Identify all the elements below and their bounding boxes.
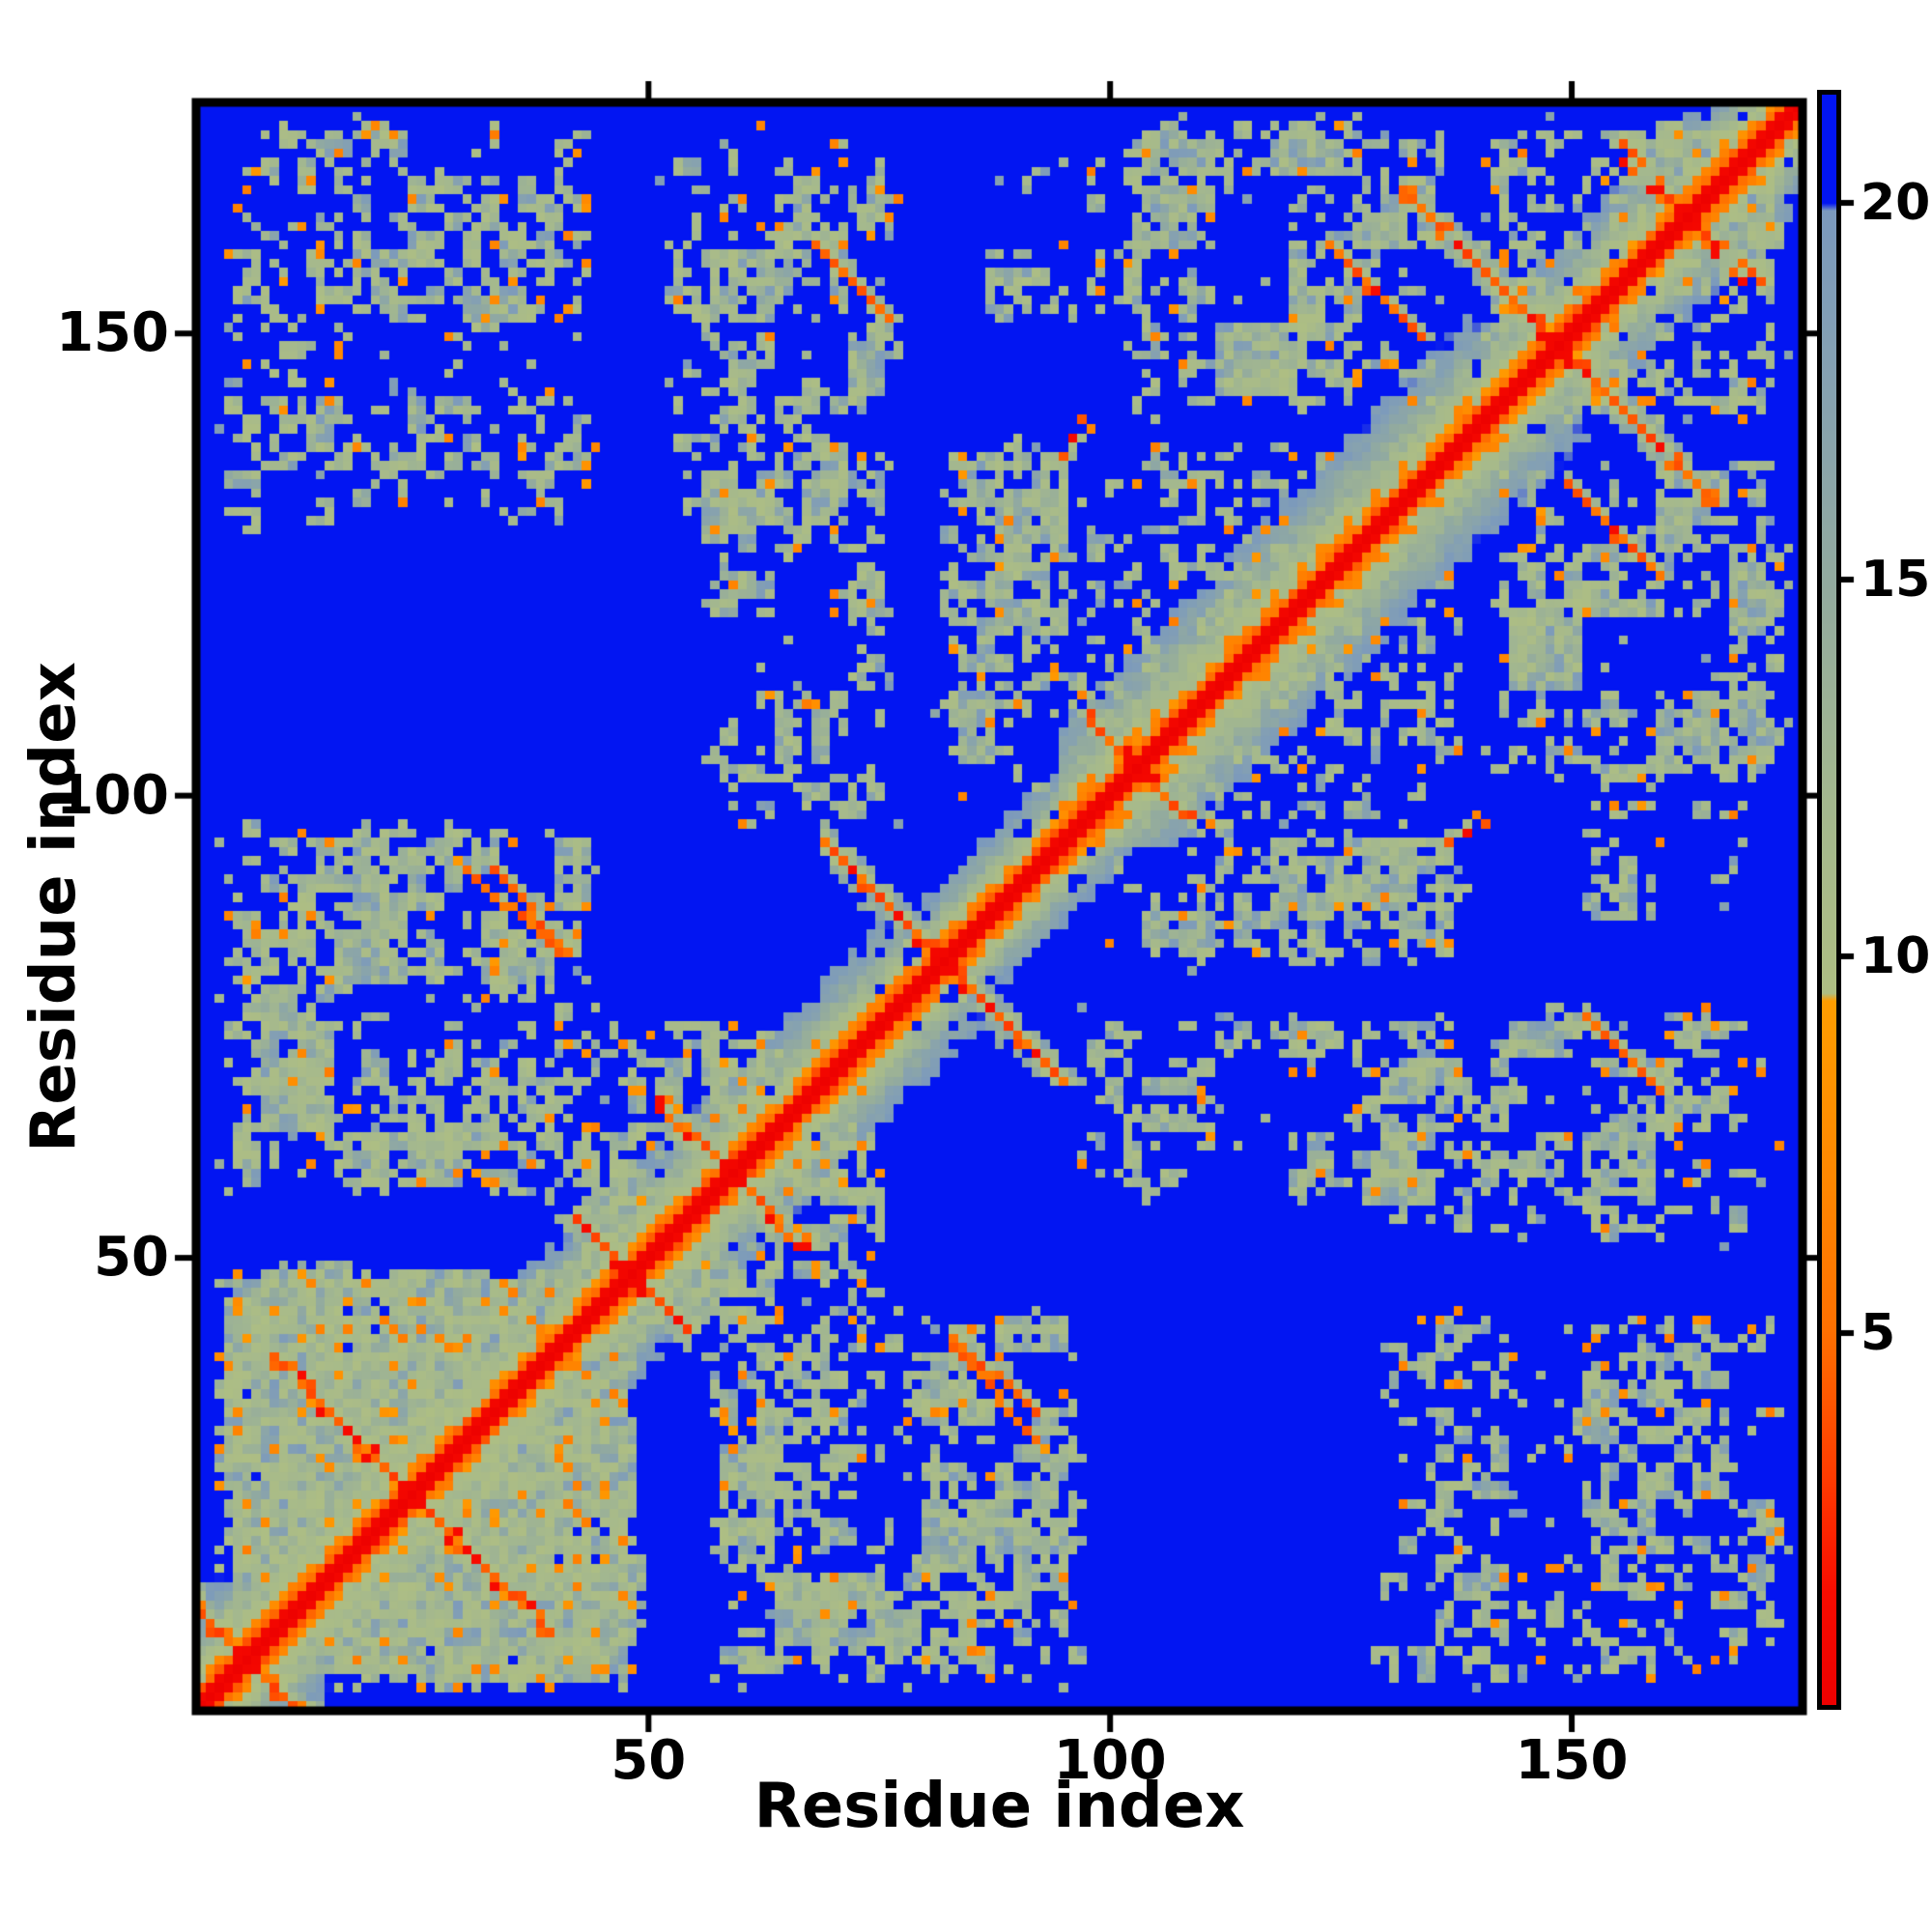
x-tick-label-150: 150 [1515, 1729, 1629, 1792]
colorbar-tick-label-20: 20 [1861, 174, 1931, 232]
colorbar-tick-label-15: 15 [1861, 551, 1931, 609]
colorbar [1817, 90, 1841, 1710]
y-tick-label-100: 100 [56, 763, 169, 827]
colorbar-tick-label-10: 10 [1861, 927, 1931, 985]
y-tick-label-50: 50 [94, 1226, 169, 1290]
x-axis-label: Residue index [753, 1771, 1245, 1842]
y-axis-label: Residue index [18, 661, 90, 1152]
x-tick-label-100: 100 [1053, 1729, 1167, 1792]
colorbar-tick-label-5: 5 [1861, 1304, 1896, 1362]
x-tick-label-50: 50 [611, 1729, 687, 1792]
y-tick-label-150: 150 [56, 301, 169, 365]
